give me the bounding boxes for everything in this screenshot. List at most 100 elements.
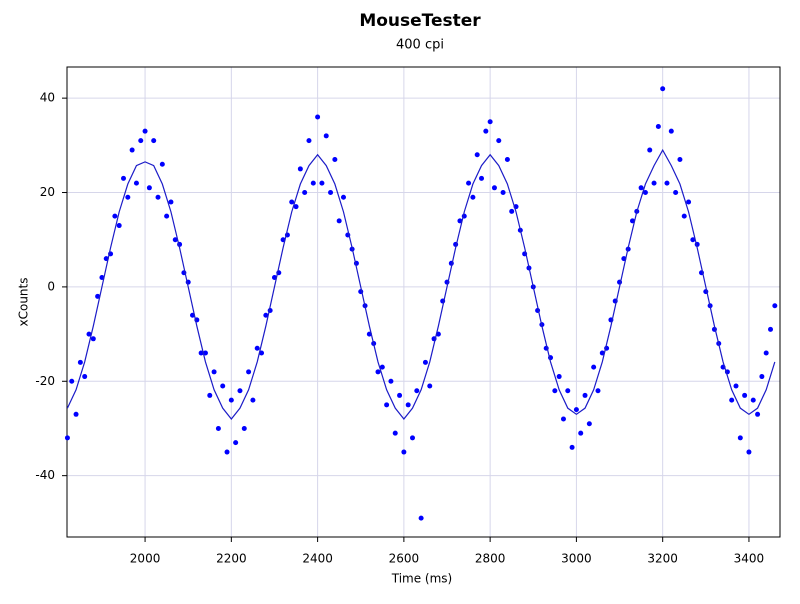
x-tick-label: 2000: [130, 552, 161, 566]
point: [95, 293, 101, 299]
x-tick-label: 3200: [647, 552, 678, 566]
point: [772, 303, 778, 309]
point: [340, 194, 346, 200]
point: [677, 156, 683, 162]
y-tick-label: -40: [35, 468, 55, 482]
point: [638, 185, 644, 191]
point: [69, 378, 75, 384]
point: [224, 449, 230, 455]
point: [491, 185, 497, 191]
point: [565, 388, 571, 394]
x-tick-label: 3000: [561, 552, 592, 566]
point: [664, 180, 670, 186]
point: [142, 128, 148, 134]
point: [82, 374, 88, 380]
point: [556, 374, 562, 380]
x-tick-label: 2600: [389, 552, 420, 566]
point: [388, 378, 394, 384]
point: [73, 411, 79, 417]
point: [293, 204, 299, 210]
point: [138, 138, 144, 144]
point: [375, 369, 381, 375]
point: [133, 180, 139, 186]
point: [129, 147, 135, 153]
point: [405, 402, 411, 408]
point: [77, 359, 83, 365]
point: [750, 397, 756, 403]
point: [159, 161, 165, 167]
point: [228, 397, 234, 403]
point: [768, 326, 774, 332]
point: [733, 383, 739, 389]
point: [595, 388, 601, 394]
point: [410, 435, 416, 441]
point: [332, 156, 338, 162]
point: [651, 180, 657, 186]
point: [384, 402, 390, 408]
point: [655, 123, 661, 129]
point: [414, 388, 420, 394]
point: [220, 383, 226, 389]
point: [737, 435, 743, 441]
point: [237, 388, 243, 394]
point: [146, 185, 152, 191]
y-tick-label: 40: [40, 91, 55, 105]
point: [241, 425, 247, 431]
point: [500, 190, 506, 196]
point: [116, 223, 122, 229]
point: [509, 208, 515, 214]
point: [755, 411, 761, 417]
point: [660, 86, 666, 92]
point: [289, 199, 295, 205]
point: [86, 331, 92, 337]
point: [573, 407, 579, 413]
point: [392, 430, 398, 436]
point: [418, 515, 424, 521]
y-tick-label: 20: [40, 185, 55, 199]
x-tick-label: 3400: [734, 552, 765, 566]
point: [427, 383, 433, 389]
x-tick-label: 2800: [475, 552, 506, 566]
point: [504, 156, 510, 162]
point: [487, 119, 493, 125]
point: [690, 237, 696, 243]
y-axis-label: xCounts: [17, 278, 31, 327]
y-tick-label: -20: [35, 374, 55, 388]
point: [474, 152, 480, 158]
point: [319, 180, 325, 186]
point: [397, 392, 403, 398]
y-tick-label: 0: [47, 279, 55, 293]
point: [90, 336, 96, 342]
point: [746, 449, 752, 455]
point: [125, 194, 131, 200]
point: [642, 190, 648, 196]
point: [729, 397, 735, 403]
point: [250, 397, 256, 403]
point: [401, 449, 407, 455]
point: [586, 421, 592, 427]
point: [323, 133, 329, 139]
point: [466, 180, 472, 186]
point: [479, 175, 485, 181]
point: [207, 392, 213, 398]
point: [647, 147, 653, 153]
series-line: [66, 148, 776, 420]
point: [215, 425, 221, 431]
point: [742, 392, 748, 398]
point: [470, 194, 476, 200]
x-tick-label: 2400: [302, 552, 333, 566]
point: [211, 369, 217, 375]
point: [681, 213, 687, 219]
point: [297, 166, 303, 172]
point: [686, 199, 692, 205]
point: [379, 364, 385, 370]
point: [155, 194, 161, 200]
point: [759, 374, 765, 380]
point: [496, 138, 502, 144]
point: [336, 218, 342, 224]
point: [552, 388, 558, 394]
point: [172, 237, 178, 243]
point: [328, 190, 334, 196]
